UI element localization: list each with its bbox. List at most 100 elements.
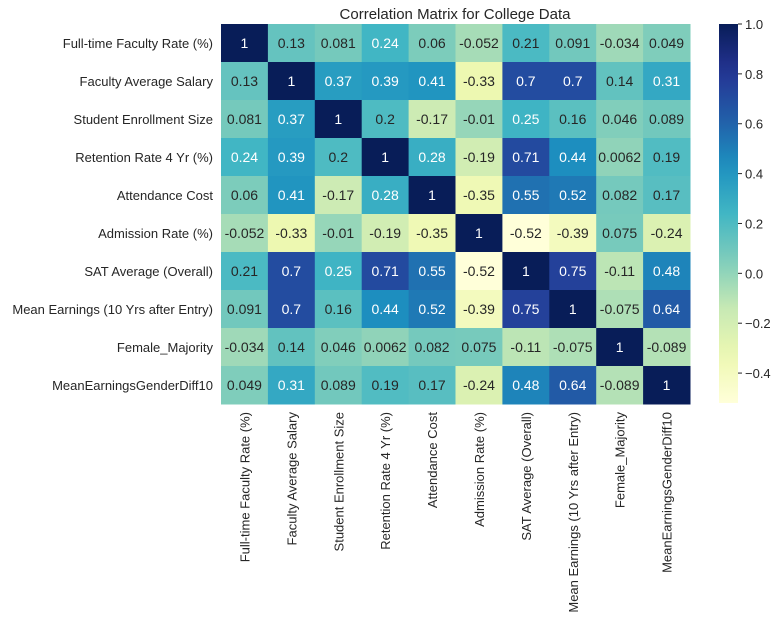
colorbar-tick-label: 0.0 — [745, 266, 763, 281]
heatmap-cell — [221, 24, 269, 63]
heatmap-cell — [455, 24, 503, 63]
heatmap-cell — [643, 366, 691, 405]
cell-value-label: 1 — [475, 225, 483, 241]
heatmap-cell — [361, 176, 410, 215]
cell-value-label: 0.075 — [461, 339, 496, 355]
heatmap-cell — [596, 290, 644, 329]
cell-value-label: 0.14 — [606, 73, 633, 89]
cell-value-label: 0.41 — [278, 187, 305, 203]
cell-value-label: 0.06 — [418, 35, 445, 51]
heatmap-cell — [314, 252, 363, 291]
cell-value-label: -0.01 — [322, 225, 354, 241]
heatmap-cell — [549, 290, 597, 329]
cell-value-label: -0.33 — [275, 225, 307, 241]
heatmap-cell — [549, 100, 597, 139]
cell-value-label: 0.7 — [516, 73, 536, 89]
y-tick-label: MeanEarningsGenderDiff10 — [52, 378, 213, 393]
cell-value-label: 0.091 — [555, 35, 590, 51]
heatmap-cell — [549, 24, 597, 63]
cell-value-label: 0.089 — [321, 377, 356, 393]
y-tick-label: Student Enrollment Size — [74, 112, 213, 127]
cell-value-label: 0.14 — [278, 339, 305, 355]
cell-value-label: 0.19 — [372, 377, 399, 393]
heatmap-cell — [408, 214, 456, 253]
heatmap-cell — [267, 214, 316, 253]
heatmap-cell — [314, 366, 363, 405]
x-tick-label: MeanEarningsGenderDiff10 — [660, 412, 675, 573]
x-tick-label: Attendance Cost — [425, 412, 440, 509]
heatmap-cell — [596, 214, 644, 253]
heatmap-cell — [361, 366, 410, 405]
heatmap-cell — [502, 138, 550, 177]
heatmap-cell — [408, 366, 456, 405]
heatmap-cell — [549, 62, 597, 101]
cell-value-label: 0.046 — [602, 111, 637, 127]
cell-value-label: -0.35 — [416, 225, 448, 241]
cell-value-label: 0.55 — [418, 263, 445, 279]
cell-value-label: 0.16 — [325, 301, 352, 317]
heatmap-cell — [314, 62, 363, 101]
chart-title: Correlation Matrix for College Data — [340, 6, 572, 23]
cell-value-label: 0.28 — [372, 187, 399, 203]
heatmap-cell — [267, 24, 316, 63]
heatmap-cell — [361, 214, 410, 253]
cell-value-label: 0.24 — [231, 149, 258, 165]
heatmap-cell — [361, 24, 410, 63]
heatmap-cell — [221, 366, 269, 405]
heatmap-cell — [314, 290, 363, 329]
cell-value-label: 0.16 — [559, 111, 586, 127]
y-tick-label: Faculty Average Salary — [80, 74, 214, 89]
heatmap-cell — [408, 24, 456, 63]
heatmap-cell — [502, 214, 550, 253]
colorbar-tick-label: 0.6 — [745, 117, 763, 132]
cell-value-label: 0.049 — [649, 35, 684, 51]
cell-value-label: 1 — [381, 149, 389, 165]
heatmap-cell — [502, 328, 550, 367]
cell-value-label: -0.17 — [322, 187, 354, 203]
x-tick-label: Faculty Average Salary — [284, 412, 299, 546]
cell-value-label: 0.17 — [418, 377, 445, 393]
heatmap-cell — [596, 252, 644, 291]
heatmap-cell — [221, 252, 269, 291]
y-tick-label: SAT Average (Overall) — [84, 264, 213, 279]
cell-value-label: -0.075 — [553, 339, 593, 355]
cell-value-label: 0.24 — [372, 35, 399, 51]
x-tick-label: Mean Earnings (10 Yrs after Entry) — [566, 412, 581, 613]
cell-value-label: 1 — [522, 263, 530, 279]
heatmap-cell — [408, 176, 456, 215]
cell-value-label: 0.41 — [418, 73, 445, 89]
x-tick-label: SAT Average (Overall) — [519, 412, 534, 541]
heatmap-cell — [549, 328, 597, 367]
cell-value-label: 0.082 — [602, 187, 637, 203]
cell-value-label: 0.046 — [321, 339, 356, 355]
heatmap-cell — [314, 138, 363, 177]
cell-value-label: 1 — [616, 339, 624, 355]
cell-value-label: -0.52 — [463, 263, 495, 279]
cell-value-label: 0.37 — [325, 73, 352, 89]
colorbar-gradient — [719, 24, 738, 403]
heatmap-cell — [643, 328, 691, 367]
cell-value-label: -0.01 — [463, 111, 495, 127]
cell-value-label: 1 — [334, 111, 342, 127]
cell-value-label: -0.39 — [463, 301, 495, 317]
heatmap-cell — [596, 100, 644, 139]
heatmap-cell — [267, 252, 316, 291]
heatmap-cell — [314, 24, 363, 63]
cell-value-label: 0.19 — [653, 149, 680, 165]
heatmap-cell — [221, 290, 269, 329]
cell-value-label: -0.35 — [463, 187, 495, 203]
y-tick-label: Mean Earnings (10 Yrs after Entry) — [12, 302, 213, 317]
heatmap-cell — [221, 214, 269, 253]
cell-value-label: 0.081 — [321, 35, 356, 51]
y-tick-label: Female_Majority — [117, 340, 214, 355]
heatmap-cell — [314, 176, 363, 215]
x-tick-label: Retention Rate 4 Yr (%) — [378, 412, 393, 550]
cell-value-label: 0.17 — [653, 187, 680, 203]
colorbar-tick-label: −0.2 — [745, 316, 771, 331]
heatmap-cell — [267, 366, 316, 405]
cell-value-label: -0.24 — [463, 377, 495, 393]
heatmap-cell — [221, 176, 269, 215]
heatmap-cell — [267, 328, 316, 367]
cell-value-label: -0.052 — [459, 35, 499, 51]
